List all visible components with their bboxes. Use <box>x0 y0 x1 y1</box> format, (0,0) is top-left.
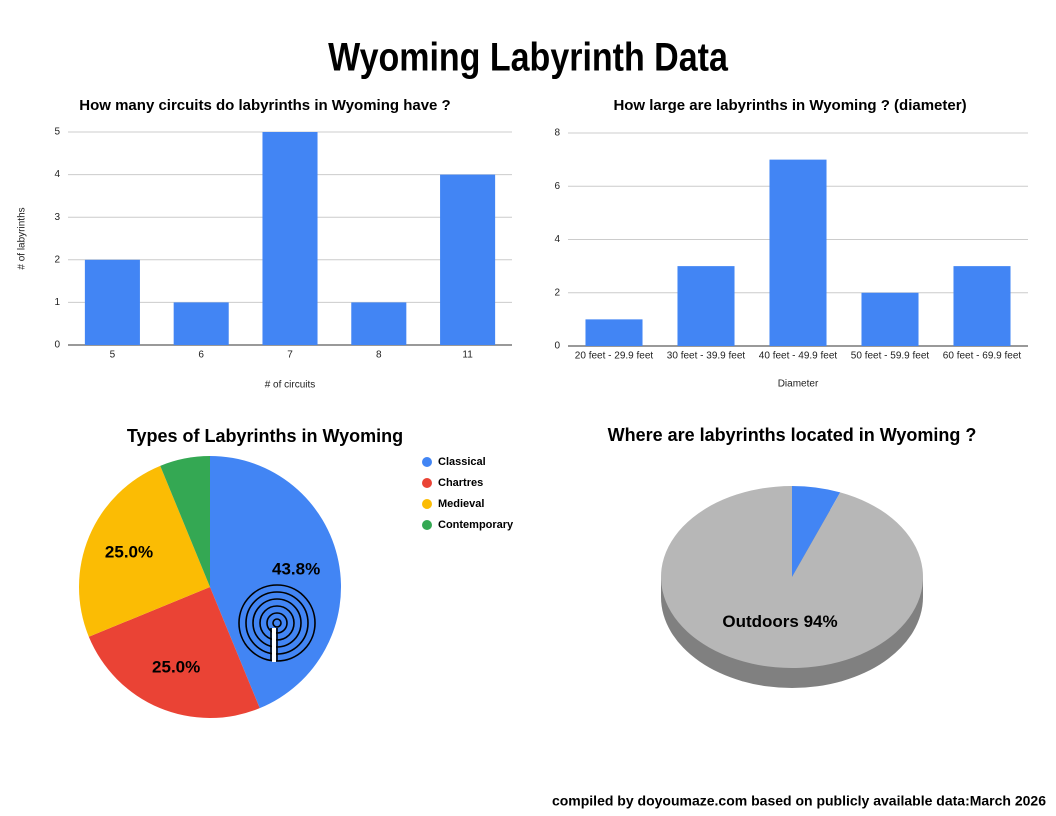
pie-slice <box>792 486 841 577</box>
y-tick-label: 6 <box>554 181 560 192</box>
legend-label: Contemporary <box>438 519 514 531</box>
x-tick-label: 11 <box>462 350 473 361</box>
legend-swatch <box>422 478 432 488</box>
x-tick-label: 40 feet - 49.9 feet <box>759 351 838 362</box>
page-title: Wyoming Labyrinth Data <box>328 34 728 79</box>
bar <box>351 302 407 345</box>
legend-label: Classical <box>438 456 486 468</box>
legend-swatch <box>422 499 432 509</box>
bar <box>440 174 496 345</box>
x-tick-label: 8 <box>376 350 382 361</box>
bar <box>173 302 229 345</box>
x-tick-label: 6 <box>198 350 204 361</box>
slice-category: Outdoors <box>722 612 799 631</box>
y-tick-label: 8 <box>554 128 560 139</box>
y-tick-label: 5 <box>54 127 60 138</box>
x-tick-label: 5 <box>110 350 116 361</box>
chart-title: How large are labyrinths in Wyoming ? (d… <box>613 97 966 114</box>
bar <box>84 259 140 345</box>
labyrinth-icon <box>238 584 316 662</box>
y-tick-label: 0 <box>554 341 560 352</box>
y-tick-label: 4 <box>554 234 560 245</box>
bar <box>262 132 318 345</box>
y-tick-label: 0 <box>54 340 60 351</box>
legend-label: Medieval <box>438 498 484 510</box>
legend-label: Chartres <box>438 477 483 489</box>
legend-swatch <box>422 457 432 467</box>
slice-label: 25.0% <box>105 543 153 562</box>
bar <box>953 266 1011 346</box>
chart-title: How many circuits do labyrinths in Wyomi… <box>79 97 450 114</box>
x-axis-label: # of circuits <box>265 380 316 391</box>
bar <box>861 292 919 346</box>
bar <box>677 266 735 346</box>
x-tick-label: 7 <box>287 350 293 361</box>
chart-title: Where are labyrinths located in Wyoming … <box>608 425 977 445</box>
y-tick-label: 2 <box>554 287 560 298</box>
pie-slice <box>160 456 210 587</box>
y-tick-label: 2 <box>54 254 60 265</box>
x-tick-label: 50 feet - 59.9 feet <box>851 351 930 362</box>
slice-label: 43.8% <box>272 559 320 578</box>
pie-slice <box>661 486 924 669</box>
slice-label: 25.0% <box>152 657 200 676</box>
x-tick-label: 20 feet - 29.9 feet <box>575 351 654 362</box>
chart-title: Types of Labyrinths in Wyoming <box>127 426 403 446</box>
slice-label: Outdoors 94% <box>722 612 837 631</box>
pie-slice <box>88 587 260 718</box>
x-tick-label: 30 feet - 39.9 feet <box>667 351 746 362</box>
pie-slice <box>79 465 210 637</box>
y-tick-label: 3 <box>54 212 60 223</box>
y-tick-label: 4 <box>54 169 60 180</box>
slice-value: 94% <box>804 612 838 631</box>
x-tick-label: 60 feet - 69.9 feet <box>943 351 1022 362</box>
x-axis-label: Diameter <box>778 379 819 390</box>
footer: compiled by doyoumaze.com based on publi… <box>552 793 1046 809</box>
legend-swatch <box>422 520 432 530</box>
y-tick-label: 1 <box>54 297 60 308</box>
y-axis-label: # of labyrinths <box>17 207 28 269</box>
bar <box>585 319 643 346</box>
bar <box>769 159 827 346</box>
